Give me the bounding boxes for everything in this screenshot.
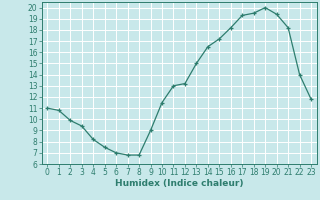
X-axis label: Humidex (Indice chaleur): Humidex (Indice chaleur) [115, 179, 244, 188]
